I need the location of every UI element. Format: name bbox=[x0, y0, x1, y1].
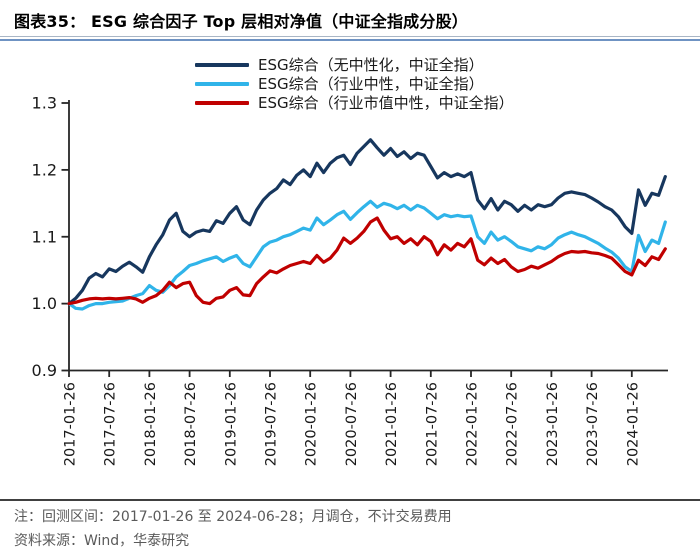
legend-item-industry-neutral: ESG综合（行业中性，中证全指） bbox=[195, 74, 514, 93]
legend-label: ESG综合（行业市值中性，中证全指） bbox=[258, 94, 514, 112]
legend-line-swatch-red bbox=[195, 100, 249, 105]
legend-line-swatch-lightblue bbox=[195, 81, 249, 86]
svg-text:0.9: 0.9 bbox=[32, 361, 57, 380]
svg-text:1.3: 1.3 bbox=[32, 94, 57, 113]
svg-text:2018-07-26: 2018-07-26 bbox=[183, 382, 199, 466]
svg-text:2022-01-26: 2022-01-26 bbox=[465, 382, 481, 466]
title-underline bbox=[0, 36, 700, 41]
svg-text:2019-01-26: 2019-01-26 bbox=[223, 382, 239, 466]
legend-line-swatch-navy bbox=[195, 62, 249, 67]
svg-text:2018-01-26: 2018-01-26 bbox=[143, 382, 159, 466]
legend-item-industry-size-neutral: ESG综合（行业市值中性，中证全指） bbox=[195, 93, 514, 112]
svg-text:1.2: 1.2 bbox=[32, 160, 57, 179]
svg-text:2023-07-26: 2023-07-26 bbox=[585, 382, 601, 466]
svg-text:2021-01-26: 2021-01-26 bbox=[384, 382, 400, 466]
legend-label: ESG综合（无中性化，中证全指） bbox=[258, 56, 484, 74]
svg-text:2017-07-26: 2017-07-26 bbox=[103, 382, 119, 466]
svg-text:2021-07-26: 2021-07-26 bbox=[424, 382, 440, 466]
footer-divider bbox=[0, 499, 700, 501]
svg-text:2019-07-26: 2019-07-26 bbox=[264, 382, 280, 466]
svg-text:1.1: 1.1 bbox=[32, 227, 57, 246]
legend-item-no-neutral: ESG综合（无中性化，中证全指） bbox=[195, 55, 514, 74]
svg-text:2023-01-26: 2023-01-26 bbox=[545, 382, 561, 466]
chart-legend: ESG综合（无中性化，中证全指） ESG综合（行业中性，中证全指） ESG综合（… bbox=[195, 55, 514, 112]
footnote-backtest: 注：回测区间：2017-01-26 至 2024-06-28；月调仓，不计交易费… bbox=[14, 509, 452, 525]
svg-text:2020-01-26: 2020-01-26 bbox=[304, 382, 320, 466]
svg-text:2022-07-26: 2022-07-26 bbox=[505, 382, 521, 466]
chart-title: 图表35： ESG 综合因子 Top 层相对净值（中证全指成分股） bbox=[14, 12, 468, 31]
svg-text:1.0: 1.0 bbox=[32, 294, 57, 313]
svg-text:2017-01-26: 2017-01-26 bbox=[63, 382, 79, 466]
legend-label: ESG综合（行业中性，中证全指） bbox=[258, 75, 484, 93]
footnote-source: 资料来源：Wind，华泰研究 bbox=[14, 533, 190, 549]
svg-text:2024-01-26: 2024-01-26 bbox=[625, 382, 641, 466]
svg-text:2020-07-26: 2020-07-26 bbox=[344, 382, 360, 466]
